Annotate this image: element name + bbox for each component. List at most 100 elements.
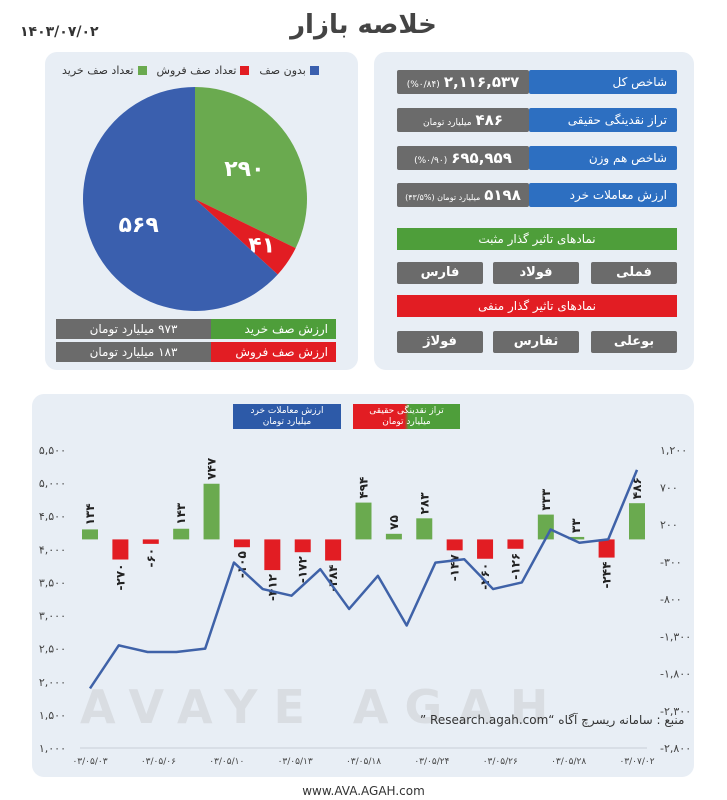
left-axis-tick: ۲,۰۰۰ (39, 676, 66, 689)
net-flow-bar (82, 529, 98, 540)
net-flow-label: تراز نقدینگی حقیقی (529, 108, 677, 132)
net-flow-unit: میلیارد تومان (423, 118, 472, 128)
stat-row-retail-value: ۵۱۹۸میلیارد تومان (%۴۳/۵) ارزش معاملات خ… (397, 183, 677, 207)
stat-value: ۶۹۵,۹۵۹(%۰/۹۰) (397, 146, 529, 170)
net-flow-bar (325, 539, 342, 561)
legend-retail-value-unit: میلیارد تومان (262, 417, 312, 427)
positive-symbol-3[interactable]: فارس (397, 262, 483, 284)
stat-value: ۲,۱۱۶,۵۳۷(%۰/۸۴) (397, 70, 529, 94)
net-flow-bar-label: ۷۵ (387, 515, 401, 530)
legend-retail-value: ارزش معاملات خرد میلیارد تومان (233, 404, 341, 429)
stat-row-total-index: ۲,۱۱۶,۵۳۷(%۰/۸۴) شاخص کل (397, 70, 677, 94)
net-flow-bar (385, 533, 402, 540)
net-flow-bar-label: -۲۴۴ (600, 562, 614, 589)
pie-legend: بدون صف تعداد صف فروش تعداد صف خرید (62, 64, 323, 77)
right-axis-tick: -۸۰۰ (660, 593, 682, 606)
net-flow-bar-label: -۲۸۴ (326, 565, 340, 592)
net-flow-bar (477, 539, 494, 559)
left-axis-tick: ۲,۵۰۰ (39, 643, 66, 656)
net-flow-bar-label: ۳۳ (569, 518, 583, 533)
right-axis-tick: -۱,۳۰۰ (660, 630, 691, 643)
buy-queue-value-label: ارزش صف خرید (211, 319, 336, 339)
positive-symbol-2[interactable]: فولاد (493, 262, 579, 284)
right-axis-tick: -۲,۸۰۰ (660, 742, 691, 755)
net-flow-bar (112, 539, 129, 560)
legend-retail-value-name: ارزش معاملات خرد (250, 406, 324, 416)
positive-symbols-header: نمادهای تاثیر گذار مثبت (397, 228, 677, 250)
net-flow-bar-label: ۴۹۴ (357, 477, 371, 499)
x-axis-tick: ۰۳/۰۵/۲۴ (414, 757, 449, 767)
legend-no-queue: بدون صف (259, 64, 306, 77)
watermark: AVAYE AGAH (80, 680, 565, 734)
left-axis-tick: ۴,۰۰۰ (39, 543, 66, 556)
left-axis-tick: ۵,۰۰۰ (39, 477, 66, 490)
negative-symbol-3[interactable]: فولاژ (397, 331, 483, 353)
x-axis-tick: ۰۳/۰۵/۲۸ (551, 757, 586, 767)
net-flow-bar-label: -۶۰ (144, 548, 158, 568)
page-title: خلاصه بازار (290, 10, 437, 40)
net-flow-bar (294, 539, 311, 553)
legend-swatch-no-queue (309, 66, 319, 75)
net-flow-bar (598, 539, 615, 558)
net-flow-bar-label: ۳۳۳ (539, 488, 553, 511)
x-axis-tick: ۰۳/۰۷/۰۲ (619, 757, 654, 767)
x-axis-tick: ۰۳/۰۵/۱۸ (346, 757, 381, 767)
net-flow-value: ۴۸۶ (475, 111, 503, 129)
net-flow-bar-label: ۴۸۶ (630, 477, 644, 499)
net-flow-combo-chart: ۱,۰۰۰ ۱,۵۰۰ ۲,۰۰۰ ۲,۵۰۰ ۳,۰۰۰ ۳,۵۰۰ ۴,۰۰۰ ۴,۵۰۰… (39, 444, 691, 767)
net-flow-bar (355, 502, 372, 540)
stat-row-net-flow: ۴۸۶میلیارد تومان تراز نقدینگی حقیقی (397, 108, 677, 132)
buy-queue-value: ۹۷۳ میلیارد تومان (56, 319, 211, 339)
negative-symbol-1[interactable]: بوعلی (591, 331, 677, 353)
legend-net-flow: تراز نقدینگی حقیقی میلیارد تومان (353, 404, 460, 429)
left-axis-tick: ۵,۵۰۰ (39, 444, 66, 457)
net-flow-bar-label: -۱۰۵ (235, 551, 249, 578)
net-flow-bar-label: ۷۴۷ (205, 457, 219, 480)
right-axis-tick: ۱,۲۰۰ (660, 444, 687, 457)
pie-slice (83, 87, 278, 311)
positive-symbol-1[interactable]: فملی (591, 262, 677, 284)
right-axis-tick: ۷۰۰ (660, 481, 678, 494)
website-footer[interactable]: www.AVA.AGAH.com (302, 784, 425, 798)
pie-slice (195, 199, 296, 275)
summary-panel (374, 52, 694, 370)
net-flow-bar-label: -۴۱۲ (265, 573, 279, 601)
stat-value: ۴۸۶میلیارد تومان (397, 108, 529, 132)
negative-symbols-header: نمادهای تاثیر گذار منفی (397, 295, 677, 317)
total-index-value: ۲,۱۱۶,۵۳۷ (443, 73, 520, 91)
sell-queue-value: ۱۸۳ میلیارد تومان (56, 342, 211, 362)
net-flow-bar (629, 503, 645, 540)
net-flow-bar-label: ۱۳۴ (83, 503, 97, 525)
legend-net-flow-unit: میلیارد تومان (382, 417, 431, 427)
equal-weight-label: شاخص هم وزن (529, 146, 677, 170)
retail-value-unit: میلیارد تومان (%۴۳/۵) (405, 193, 481, 202)
equal-weight-change: (%۰/۹۰) (414, 156, 448, 166)
x-axis-tick: ۰۳/۰۵/۰۶ (141, 757, 176, 767)
retail-value: ۵۱۹۸ (484, 186, 521, 204)
total-index-label: شاخص کل (529, 70, 677, 94)
retail-value-line (88, 469, 639, 690)
x-axis-tick: ۰۳/۰۵/۱۳ (278, 757, 313, 767)
trend-chart-panel (32, 394, 694, 777)
left-axis-tick: ۴,۵۰۰ (39, 510, 66, 523)
left-axis-tick: ۱,۵۰۰ (39, 709, 66, 722)
net-flow-bar-label: -۱۲۶ (508, 553, 522, 580)
retail-value-label: ارزش معاملات خرد (529, 183, 677, 207)
legend-swatch-buy-queue (137, 66, 147, 75)
pie-slice-label: ۲۹۰ (224, 157, 264, 182)
net-flow-bar (446, 539, 463, 551)
net-flow-bar-label: -۱۴۷ (448, 554, 462, 582)
left-axis-tick: ۱,۰۰۰ (39, 742, 66, 755)
pie-slice (195, 87, 307, 249)
net-flow-bar-label: ۲۸۳ (417, 492, 431, 515)
legend-sell-queue: تعداد صف فروش (156, 64, 237, 77)
legend-buy-queue: تعداد صف خرید (62, 64, 134, 77)
right-axis-tick: -۲,۳۰۰ (660, 705, 691, 718)
negative-symbol-2[interactable]: ثفارس (493, 331, 579, 353)
x-axis-tick: ۰۳/۰۵/۰۳ (72, 757, 107, 767)
legend-swatch-sell-queue (240, 66, 250, 75)
net-flow-bar (173, 528, 190, 540)
stat-row-equal-weight: ۶۹۵,۹۵۹(%۰/۹۰) شاخص هم وزن (397, 146, 677, 170)
legend-net-flow-name: تراز نقدینگی حقیقی (369, 406, 444, 416)
